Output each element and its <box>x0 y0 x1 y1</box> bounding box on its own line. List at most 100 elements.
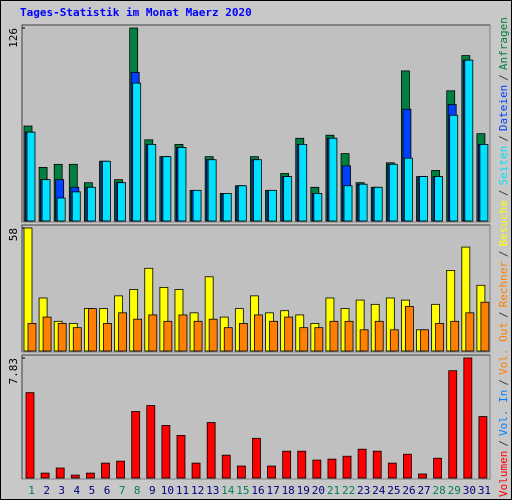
plot-bevel <box>21 224 490 352</box>
x-tick-label: 15 <box>236 484 249 497</box>
y-tick-label: 126 <box>7 28 20 48</box>
bar <box>283 176 293 222</box>
bar <box>374 320 384 352</box>
bar <box>131 411 141 479</box>
bar <box>297 450 307 479</box>
bar <box>299 327 309 352</box>
bar <box>42 316 52 352</box>
bar <box>162 156 172 222</box>
y-tick-label: 58 <box>7 228 20 241</box>
plot-bevel <box>21 24 490 222</box>
bar <box>284 316 294 352</box>
bar <box>237 185 247 222</box>
bar <box>252 437 261 479</box>
x-tick-label: 1 <box>28 484 35 497</box>
legend-separator: / <box>497 74 510 81</box>
x-tick-label: 13 <box>206 484 219 497</box>
legend-separator: / <box>497 135 510 142</box>
x-tick-label: 25 <box>387 484 400 497</box>
bar <box>358 183 368 222</box>
x-tick-label: 3 <box>58 484 65 497</box>
bar <box>329 320 339 352</box>
bar <box>206 422 216 479</box>
bar <box>435 323 445 352</box>
x-tick-label: 4 <box>74 484 81 497</box>
legend-entry: Anfragen <box>497 17 510 70</box>
x-tick-label: 21 <box>327 484 340 497</box>
x-tick-label: 30 <box>463 484 476 497</box>
bar <box>449 114 459 222</box>
bar <box>87 308 97 352</box>
x-tick-label: 10 <box>161 484 174 497</box>
x-tick-label: 18 <box>282 484 295 497</box>
bar <box>72 327 82 352</box>
bar <box>420 329 429 352</box>
legend-separator: / <box>497 440 510 447</box>
bar <box>191 462 201 479</box>
x-tick-label: 12 <box>191 484 204 497</box>
bar <box>298 144 308 222</box>
bar <box>56 197 66 222</box>
legend-entry: Rechner <box>497 261 510 308</box>
bar <box>404 157 413 222</box>
bar <box>388 163 398 222</box>
x-tick-label: 23 <box>357 484 370 497</box>
x-tick-label: 31 <box>478 484 491 497</box>
x-tick-label: 9 <box>149 484 156 497</box>
x-tick-label: 26 <box>402 484 415 497</box>
bar <box>148 314 158 352</box>
bar <box>464 59 474 222</box>
bar <box>312 459 322 479</box>
bar <box>222 193 232 222</box>
bar <box>85 472 95 479</box>
bar <box>103 323 112 352</box>
bar <box>343 185 353 222</box>
bar <box>480 301 490 352</box>
bar <box>40 472 50 479</box>
x-tick-label: 6 <box>104 484 111 497</box>
bar <box>434 176 444 222</box>
x-tick-label: 20 <box>312 484 325 497</box>
bar <box>268 189 277 222</box>
bar <box>86 186 96 222</box>
bar <box>359 329 369 352</box>
bar <box>465 312 475 352</box>
x-tick-label: 29 <box>448 484 461 497</box>
x-tick-label: 14 <box>221 484 235 497</box>
bar <box>25 392 35 479</box>
bar <box>418 473 427 479</box>
legend-separator: / <box>497 250 510 257</box>
bar <box>236 465 246 479</box>
x-tick-label: 28 <box>433 484 446 497</box>
x-tick-label: 17 <box>266 484 279 497</box>
bar <box>314 327 324 352</box>
bar <box>389 329 399 352</box>
bar <box>146 405 156 479</box>
bar <box>450 320 460 352</box>
legend-entry: Besuche <box>497 200 510 246</box>
legend-entry: Seiten <box>497 146 510 186</box>
plot-bevel <box>21 354 490 479</box>
bar <box>357 448 367 479</box>
bar <box>102 160 111 222</box>
bar <box>405 306 414 352</box>
bar <box>342 455 352 479</box>
y-tick-label: 7.83 <box>7 358 20 385</box>
bar <box>313 193 323 222</box>
bar <box>479 144 489 222</box>
bar <box>71 191 81 222</box>
bar <box>207 159 217 222</box>
bar <box>41 179 51 222</box>
bar <box>253 159 262 222</box>
bar <box>118 312 127 352</box>
x-tick-label: 22 <box>342 484 355 497</box>
legend-entry: Vol. In <box>497 390 510 436</box>
legend-separator: / <box>497 379 510 386</box>
legend-separator: / <box>497 311 510 318</box>
bar <box>178 314 188 352</box>
bar <box>254 314 263 352</box>
bar <box>193 320 203 352</box>
bar <box>132 82 142 222</box>
bar <box>419 176 428 222</box>
